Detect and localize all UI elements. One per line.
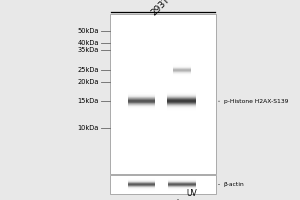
Text: 50kDa: 50kDa (77, 28, 99, 34)
Text: UV: UV (187, 189, 197, 198)
Text: 15kDa: 15kDa (78, 98, 99, 104)
Text: 20kDa: 20kDa (77, 79, 99, 85)
Text: 40kDa: 40kDa (77, 40, 99, 46)
Text: −: − (132, 198, 141, 200)
Bar (110, 14, 216, 174)
Text: 25kDa: 25kDa (77, 67, 99, 73)
Text: +: + (173, 198, 181, 200)
Text: 293T: 293T (149, 0, 172, 17)
Bar (110, 175, 216, 194)
Text: 35kDa: 35kDa (78, 47, 99, 53)
Text: β-actin: β-actin (224, 182, 244, 187)
Text: p-Histone H2AX-S139: p-Histone H2AX-S139 (224, 99, 288, 104)
Text: 10kDa: 10kDa (78, 125, 99, 131)
